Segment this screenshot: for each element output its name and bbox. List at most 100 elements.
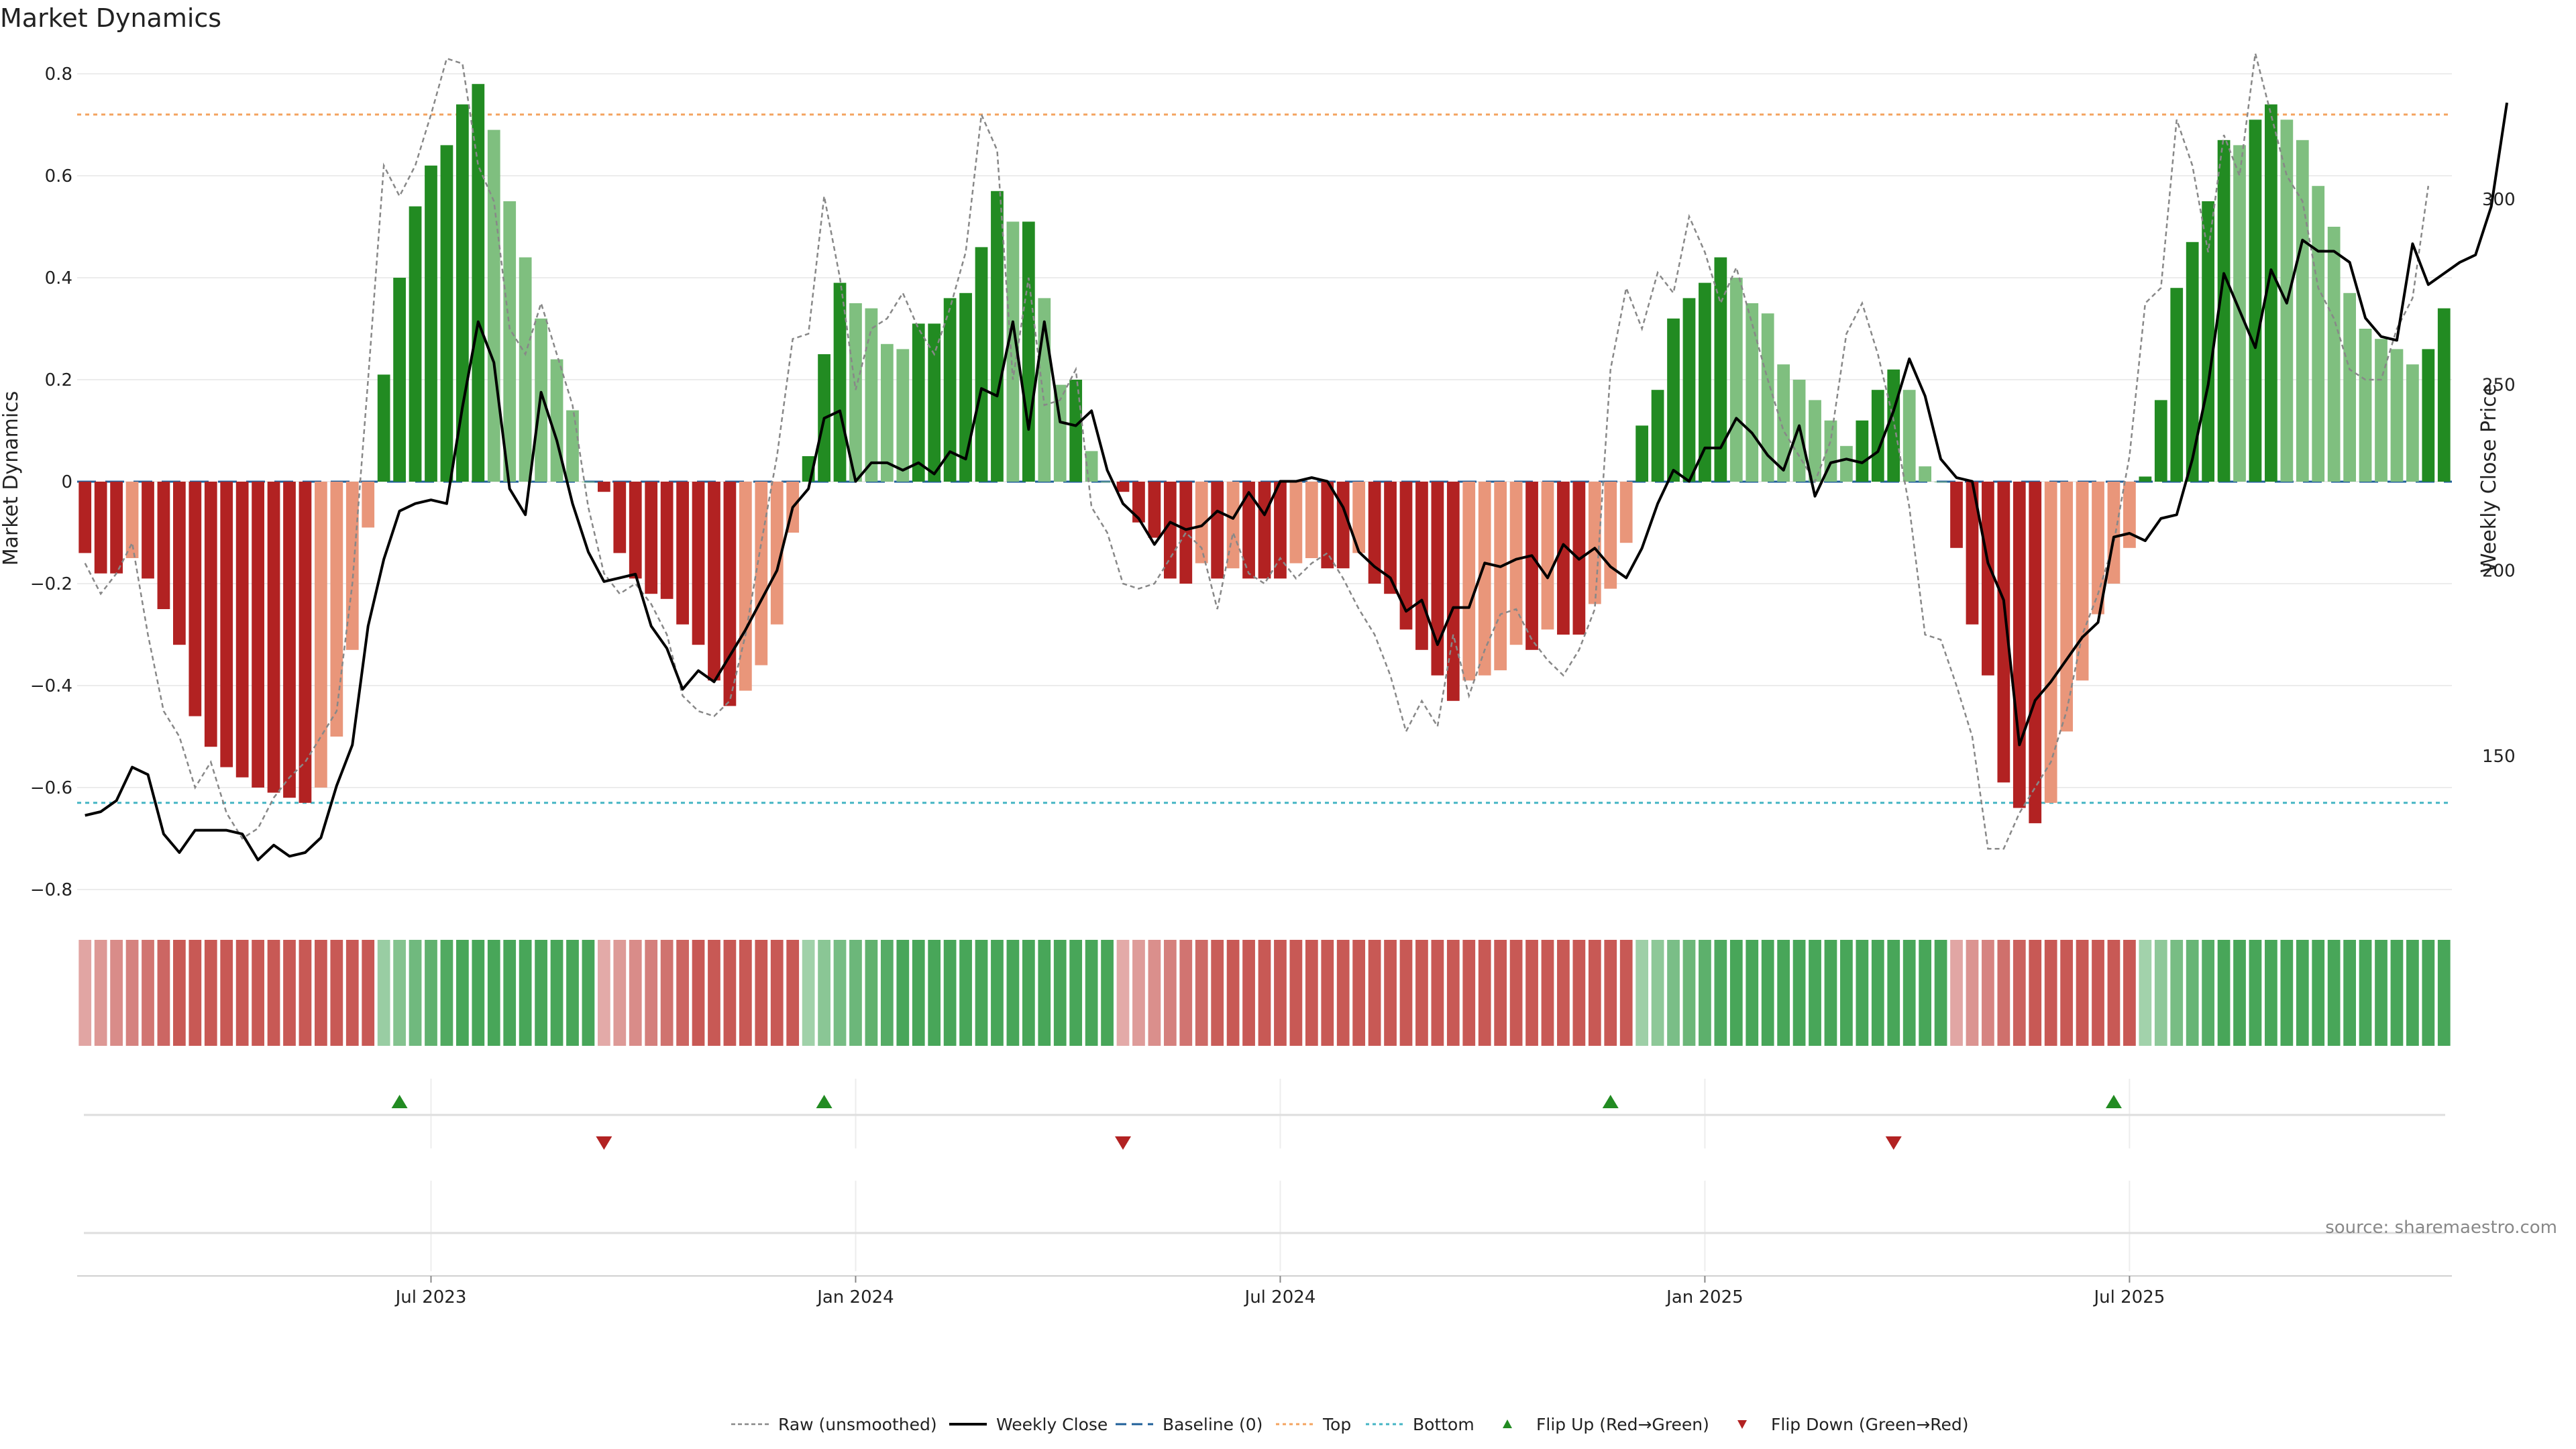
strip-cell [1997,940,2010,1046]
md-bar [440,145,453,482]
md-bar [739,482,752,691]
strip-cell [2375,940,2387,1046]
md-bar [2422,349,2435,482]
md-bar [1431,482,1444,676]
md-bar [2359,329,2372,482]
strip-cell [1777,940,1790,1046]
strip-cell [1934,940,1947,1046]
md-bar [519,257,532,482]
strip-cell [220,940,233,1046]
strip-cell [455,940,469,1046]
strip-cell [1148,940,1161,1046]
strip-cell [2296,940,2309,1046]
strip-cell [2343,940,2356,1046]
strip-cell [142,940,154,1046]
strip-cell [2249,940,2262,1046]
flip-up-marker [1602,1095,1619,1108]
md-bar [896,349,910,482]
flip-up-marker [816,1095,833,1108]
strip-cell [1226,940,1240,1046]
y2-tick-label: 200 [2482,561,2516,581]
strip-cell [1871,940,1884,1046]
md-bar [1069,380,1083,482]
strip-cell [2186,940,2199,1046]
strip-cell [1525,940,1538,1046]
strip-cell [2265,940,2277,1046]
flip-markers-panel [77,1079,2452,1277]
md-bar [503,201,517,482]
weekly-close-series [85,102,2509,861]
chart-legend: Raw (unsmoothed) Weekly Close Baseline (0)… [731,1415,1969,1434]
y-tick-label: 0 [61,472,72,492]
strip-cell [770,940,784,1046]
strip-cell [833,940,847,1046]
x-axis-ticks: Jul 2023 Jan 2024 Jul 2024 Jan 2025 Jul 2025 [394,1276,2165,1307]
strip-cell [1714,940,1727,1046]
flip-down-marker [596,1136,612,1150]
strip-cell [1729,940,1743,1046]
md-bar [1415,482,1428,650]
y-tick-label: −0.2 [30,574,72,594]
strip-cell [1840,940,1853,1046]
md-bar [2217,140,2231,482]
y-tick-label: 0.8 [45,64,72,85]
legend-label: Top [1322,1415,1351,1434]
strip-cell [362,940,375,1046]
md-bar [1006,221,1020,482]
md-bar [142,482,154,579]
md-bar [2123,482,2136,548]
md-bar [1321,482,1334,569]
md-bar [1242,482,1255,579]
y-tick-label: 0.2 [45,370,72,390]
strip-cell [1604,940,1617,1046]
md-bar [597,482,610,492]
strip-cell [1509,940,1523,1046]
flip-up-marker [391,1095,408,1108]
strip-cell [880,940,894,1046]
strip-cell [267,940,280,1046]
strip-cell [2327,940,2341,1046]
strip-cell [676,940,689,1046]
md-bar [2060,482,2074,732]
strip-cell [1588,940,1601,1046]
md-bar [455,104,469,482]
strip-cell [1667,940,1680,1046]
md-bar [2092,482,2104,614]
md-bar [1525,482,1538,650]
strip-cell [1305,940,1318,1046]
strip-cell [2422,940,2435,1046]
strip-cell [1163,940,1177,1046]
md-bar [409,206,422,482]
md-bar [1902,390,1916,482]
strip-cell [2280,940,2294,1046]
md-bar [2406,364,2419,482]
strip-cell [2044,940,2057,1046]
strip-cell [1887,940,1900,1046]
md-bar [1588,482,1601,604]
md-bar [991,191,1004,482]
md-bar [1289,482,1303,564]
md-bar [2012,482,2026,808]
strip-cell [1541,940,1554,1046]
strip-cell [2012,940,2026,1046]
strip-cell [1101,940,1114,1046]
strip-cell [1824,940,1837,1046]
strip-cell [1258,940,1271,1046]
md-bar [1729,278,1743,482]
strip-cell [802,940,815,1046]
strip-cell [425,940,437,1046]
strip-cell [597,940,610,1046]
md-bar [2139,476,2152,482]
y-tick-label: 0.4 [45,268,72,288]
md-bar [1541,482,1554,630]
strip-cell [566,940,579,1046]
y2-tick-label: 250 [2482,376,2516,396]
strip-cell [1179,940,1193,1046]
md-bar [770,482,784,625]
md-bar [849,303,862,482]
chart-title: Market Dynamics [0,3,221,33]
legend-label: Bottom [1413,1415,1474,1434]
md-bar [1667,318,1680,482]
strip-cell [2312,940,2325,1046]
md-bar [1132,482,1145,523]
